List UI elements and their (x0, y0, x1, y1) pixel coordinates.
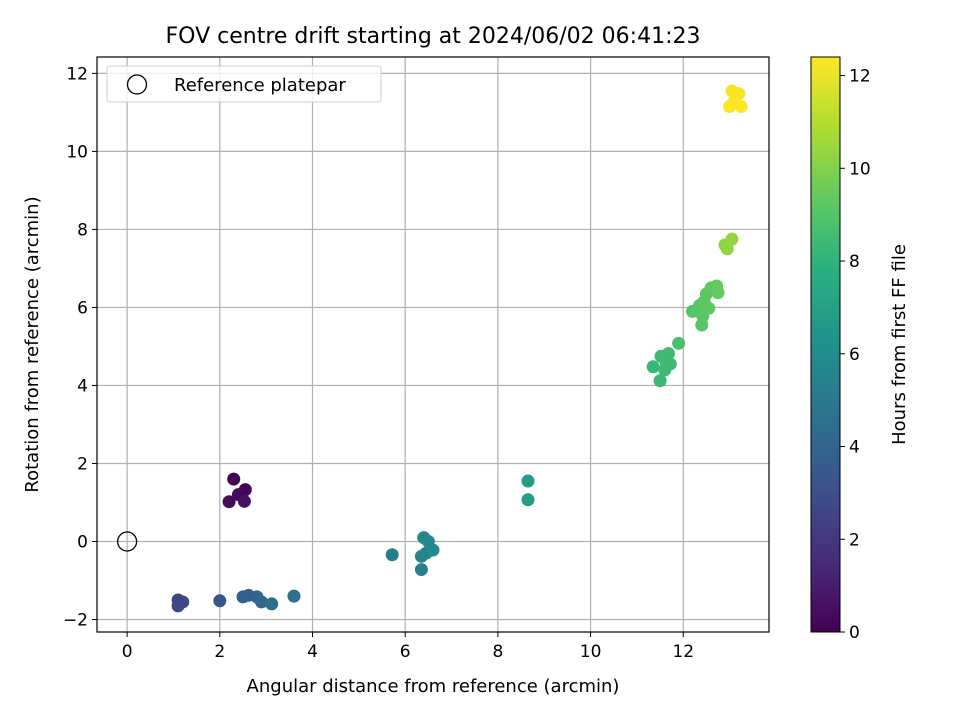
x-tick-label: 6 (400, 642, 411, 662)
data-point (265, 597, 279, 611)
colorbar-tick-label: 6 (849, 345, 860, 365)
colorbar-tick-label: 8 (849, 252, 860, 272)
x-tick-label: 0 (122, 642, 133, 662)
y-axis-label: Rotation from reference (arcmin) (22, 196, 43, 492)
data-point (653, 374, 667, 388)
y-tick-label: 2 (77, 454, 88, 474)
y-tick-label: −2 (63, 611, 88, 631)
colorbar-tick-label: 12 (849, 67, 871, 87)
plot-frame (96, 56, 770, 633)
x-tick-label: 10 (580, 642, 602, 662)
legend-box (106, 65, 382, 103)
x-tick-label: 8 (492, 642, 503, 662)
data-point (720, 242, 734, 256)
y-tick-label: 6 (77, 298, 88, 318)
data-point (672, 336, 686, 350)
colorbar-label: Hours from first FF file (889, 244, 910, 445)
data-point (237, 494, 251, 508)
y-tick-label: 0 (77, 532, 88, 552)
data-point (646, 360, 660, 374)
colorbar (810, 56, 841, 633)
data-point (521, 474, 535, 488)
colorbar-tick-label: 10 (849, 159, 871, 179)
data-point (725, 232, 739, 246)
colorbar-ticks: 0 2 4 6 8 10 12 (840, 67, 871, 643)
data-point (734, 100, 748, 114)
grid-lines (97, 57, 769, 632)
data-point (702, 301, 716, 315)
colorbar-tick-label: 0 (849, 623, 860, 643)
x-tick-label: 12 (672, 642, 694, 662)
data-point (222, 495, 236, 509)
colorbar-tick-label: 4 (849, 438, 860, 458)
data-point (414, 563, 428, 577)
legend: Reference platepar (106, 65, 382, 103)
data-point (711, 286, 725, 300)
data-point (663, 357, 677, 371)
x-axis-label: Angular distance from reference (arcmin) (247, 676, 620, 697)
data-point (171, 599, 185, 613)
y-axis-ticks: −2 0 2 4 6 8 10 12 (63, 64, 97, 631)
data-point (426, 543, 440, 557)
data-point (287, 589, 301, 603)
x-tick-label: 4 (307, 642, 318, 662)
data-point (213, 594, 227, 608)
chart-title: FOV centre drift starting at 2024/06/02 … (166, 24, 701, 49)
data-point (255, 595, 269, 609)
y-tick-label: 8 (77, 220, 88, 240)
data-points (116, 84, 748, 613)
legend-marker-icon (126, 74, 148, 95)
x-tick-label: 2 (214, 642, 225, 662)
data-point (385, 548, 399, 562)
legend-label: Reference platepar (174, 75, 346, 96)
data-point (521, 493, 535, 507)
reference-platepar-marker (116, 531, 138, 552)
data-point (661, 346, 675, 360)
x-axis-ticks: 0 2 4 6 8 10 12 (122, 632, 694, 662)
y-tick-label: 10 (66, 142, 88, 162)
colorbar-tick-label: 2 (849, 530, 860, 550)
y-tick-label: 12 (66, 64, 88, 84)
data-point (227, 472, 241, 486)
y-tick-label: 4 (77, 376, 88, 396)
